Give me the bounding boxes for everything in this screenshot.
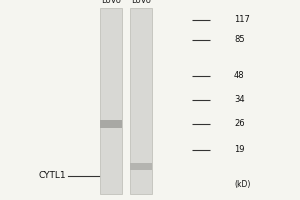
Text: 19: 19 — [234, 146, 244, 154]
Text: 26: 26 — [234, 119, 244, 129]
Text: LoVo: LoVo — [131, 0, 151, 5]
Bar — [130, 8, 152, 194]
Text: 48: 48 — [234, 72, 244, 80]
Text: (kD): (kD) — [234, 180, 250, 188]
Text: 117: 117 — [234, 16, 250, 24]
Bar — [100, 8, 122, 194]
Text: 85: 85 — [234, 36, 244, 45]
Bar — [100, 120, 122, 128]
Text: 34: 34 — [234, 96, 244, 104]
Text: LoVo: LoVo — [101, 0, 121, 5]
Bar — [130, 162, 152, 170]
Text: CYTL1: CYTL1 — [38, 171, 66, 180]
